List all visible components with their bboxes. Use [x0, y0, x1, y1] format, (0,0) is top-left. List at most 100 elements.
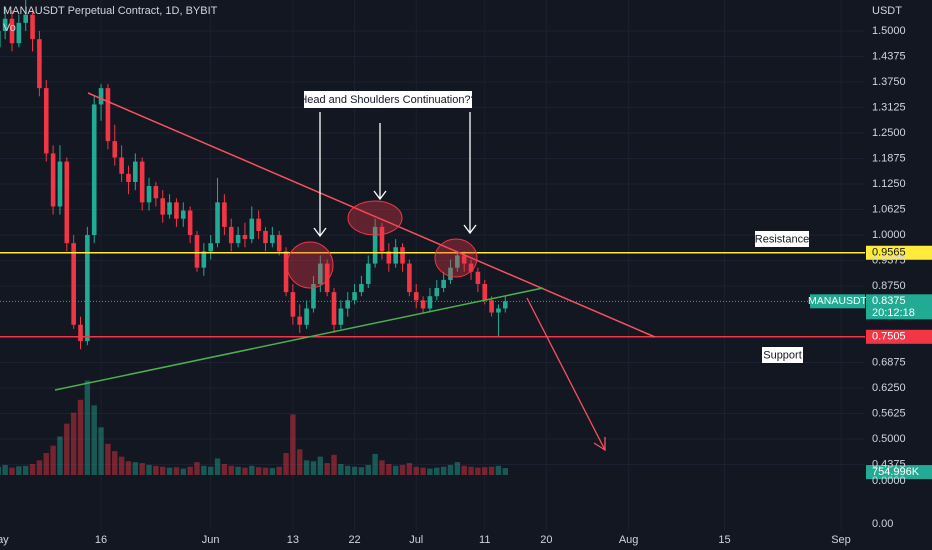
volume-bar — [440, 466, 447, 475]
volume-bar — [324, 463, 330, 475]
annotation-box — [304, 91, 472, 108]
volume-bar — [77, 399, 84, 475]
volume-bar — [502, 468, 508, 475]
candle-body — [420, 300, 426, 309]
volume-bar — [249, 465, 255, 475]
volume-bar — [283, 453, 289, 475]
drawings: Head and Shoulders Continuation?? Resist… — [54, 91, 809, 452]
head — [347, 200, 403, 236]
y-tick-label: 1.0625 — [872, 203, 906, 215]
annotation-box — [755, 231, 809, 247]
y-tick-label: 0.9375 — [872, 254, 906, 266]
candle-body — [393, 247, 398, 264]
volume-bar — [317, 456, 324, 475]
volume-bar — [475, 467, 481, 475]
price-label-box — [866, 294, 932, 320]
y-tick-label: 1.1250 — [872, 178, 906, 190]
volume-bar — [338, 464, 344, 475]
volume-bar — [180, 468, 186, 475]
volume-bar — [153, 465, 159, 475]
volume-bar — [50, 445, 56, 475]
volume-label: 754.996K — [872, 466, 920, 478]
volume-bar — [290, 414, 296, 475]
volume-bar — [146, 464, 152, 475]
candle-body — [372, 226, 378, 264]
candle-body — [180, 210, 186, 219]
candle-body — [256, 218, 261, 231]
y-tick-label: 0.8750 — [872, 280, 906, 292]
volume-bar — [160, 466, 166, 475]
candle-body — [270, 235, 275, 244]
volume-bar — [64, 423, 70, 475]
shoulder-right — [434, 238, 478, 278]
candle-body — [345, 300, 351, 309]
volume-bar — [221, 464, 228, 475]
volume-bar — [187, 466, 193, 475]
candle-body — [16, 22, 22, 44]
candle-body — [0, 31, 1, 48]
x-tick-label: 16 — [95, 534, 107, 546]
price-label: 0.8375 — [872, 295, 906, 307]
countdown-label: 20:12:18 — [872, 307, 915, 319]
volume-bar — [331, 454, 337, 475]
candle-body — [167, 202, 172, 215]
volume-bar — [84, 380, 91, 475]
candle-body — [71, 243, 76, 325]
volume-bar — [406, 463, 413, 475]
candle-body — [359, 283, 364, 293]
volume-title: Vo — [3, 22, 16, 34]
y-tick-label: 0.6250 — [872, 382, 906, 394]
candle-body — [112, 141, 118, 158]
y-tick-label: 1.3750 — [872, 76, 906, 88]
candle-body — [146, 186, 152, 203]
candle-body — [139, 161, 145, 203]
symbol-label-box — [810, 294, 865, 309]
volume-bar — [461, 465, 467, 475]
volume-bar — [427, 468, 433, 475]
volume-axis-label: 0.00 — [872, 518, 893, 530]
volume-bar — [125, 461, 132, 475]
candle-body — [222, 202, 227, 227]
volume-bar — [482, 467, 488, 475]
candle-body — [318, 263, 323, 284]
candle-body — [324, 263, 330, 293]
candle-body — [331, 292, 337, 325]
candle-body — [407, 263, 412, 293]
candle-body — [78, 324, 83, 342]
volume-bar — [255, 467, 262, 475]
volume-bar — [392, 465, 399, 475]
volume-bar — [166, 467, 173, 475]
x-tick-label: 20 — [540, 534, 552, 546]
volume-bar — [386, 464, 392, 475]
candle-body — [475, 271, 481, 284]
volume-bar — [269, 468, 276, 475]
shoulder-left — [286, 241, 334, 289]
candle-body — [249, 218, 255, 240]
candle-body — [126, 173, 131, 182]
volume-bar — [36, 460, 43, 475]
volume-bar — [132, 462, 139, 475]
candle-body — [379, 226, 385, 252]
volume-bar — [2, 464, 8, 475]
volume-bar — [365, 464, 371, 475]
candle-body — [153, 186, 159, 199]
candle-body — [98, 88, 104, 105]
annotation: Head and Shoulders Continuation?? — [299, 94, 476, 106]
volume-bar — [413, 466, 419, 475]
volume-bar — [214, 458, 221, 475]
volume-bar — [454, 462, 461, 475]
x-tick-label: Sep — [831, 534, 851, 546]
candle-body — [352, 292, 357, 301]
projection-arrow — [526, 297, 606, 452]
volume-bar — [57, 436, 63, 475]
y-tick-label: 1.3125 — [872, 101, 906, 113]
volume-bar — [194, 462, 200, 475]
candle-body — [187, 210, 193, 236]
candle-body — [133, 161, 138, 182]
level-label-box — [866, 329, 932, 344]
x-tick-label: 11 — [479, 534, 490, 546]
volume-bar — [379, 460, 385, 475]
candle-body — [482, 283, 488, 301]
volume-bar — [173, 467, 180, 475]
